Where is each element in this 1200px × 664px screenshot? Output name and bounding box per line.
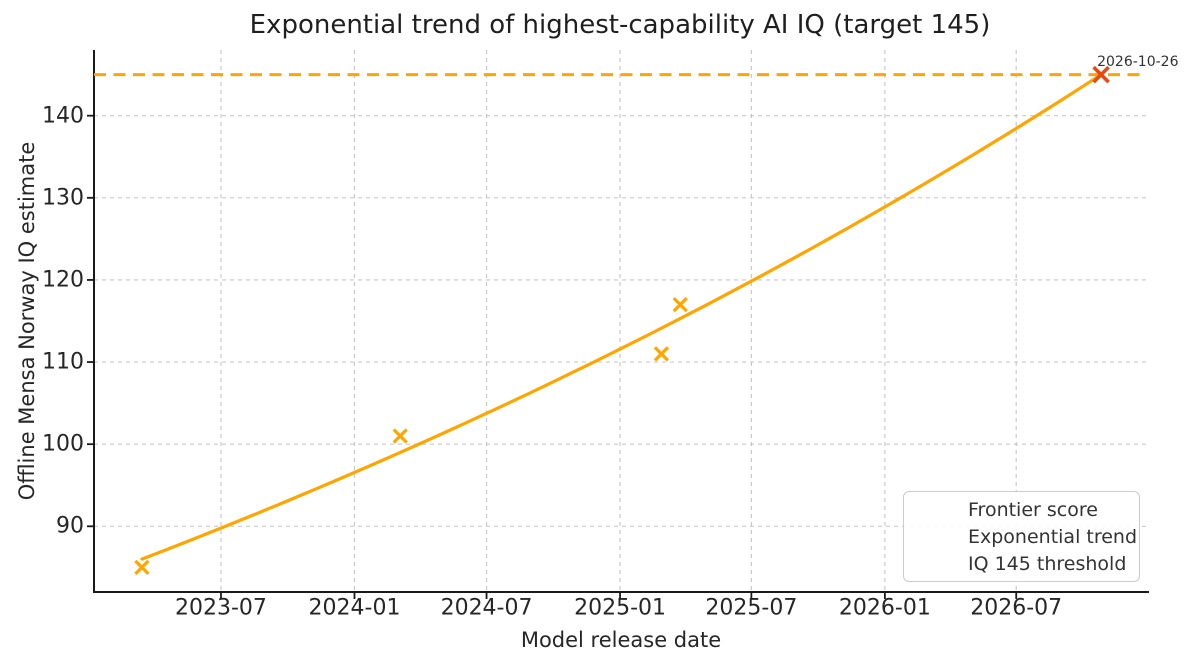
crossing-date-annotation: 2026-10-26	[1097, 53, 1179, 70]
y-tick-label: 100	[42, 431, 84, 457]
chart-title: Exponential trend of highest-capability …	[249, 10, 991, 40]
chart-legend: Frontier score Exponential trend IQ 145 …	[903, 491, 1140, 582]
x-tick-label: 2023-07	[175, 595, 267, 621]
y-tick-label: 90	[56, 513, 84, 539]
frontier-score-marker	[653, 346, 670, 362]
x-tick-label: 2024-07	[440, 595, 533, 621]
legend-item-exponential-trend: Exponential trend	[910, 523, 1137, 550]
legend-label: Exponential trend	[968, 525, 1138, 548]
x-marker-icon	[910, 500, 958, 520]
x-tick-label: 2026-01	[838, 595, 931, 621]
legend-label: Frontier score	[968, 498, 1098, 521]
trend-line	[140, 73, 1103, 561]
x-tick-label: 2024-01	[308, 595, 401, 621]
dashed-line-icon	[910, 554, 958, 574]
solid-line-icon	[910, 527, 958, 547]
y-tick-label: 110	[42, 349, 84, 375]
threshold-crossing-marker	[1092, 65, 1110, 84]
x-tick-label: 2025-01	[574, 595, 667, 621]
y-tick-label: 120	[42, 267, 84, 293]
frontier-score-marker	[672, 296, 688, 313]
x-axis-label: Model release date	[520, 628, 722, 652]
frontier-score-marker	[134, 559, 150, 575]
x-tick-label: 2025-07	[705, 595, 798, 621]
y-tick-label: 130	[42, 185, 84, 211]
legend-item-frontier-score: Frontier score	[910, 496, 1133, 523]
legend-label: IQ 145 threshold	[968, 552, 1127, 575]
y-tick-label: 140	[42, 103, 84, 129]
legend-item-iq-threshold: IQ 145 threshold	[910, 550, 1133, 577]
y-axis-label: Offline Mensa Norway IQ estimate	[15, 141, 39, 501]
x-tick-label: 2026-07	[970, 595, 1063, 621]
frontier-score-marker	[392, 428, 408, 444]
